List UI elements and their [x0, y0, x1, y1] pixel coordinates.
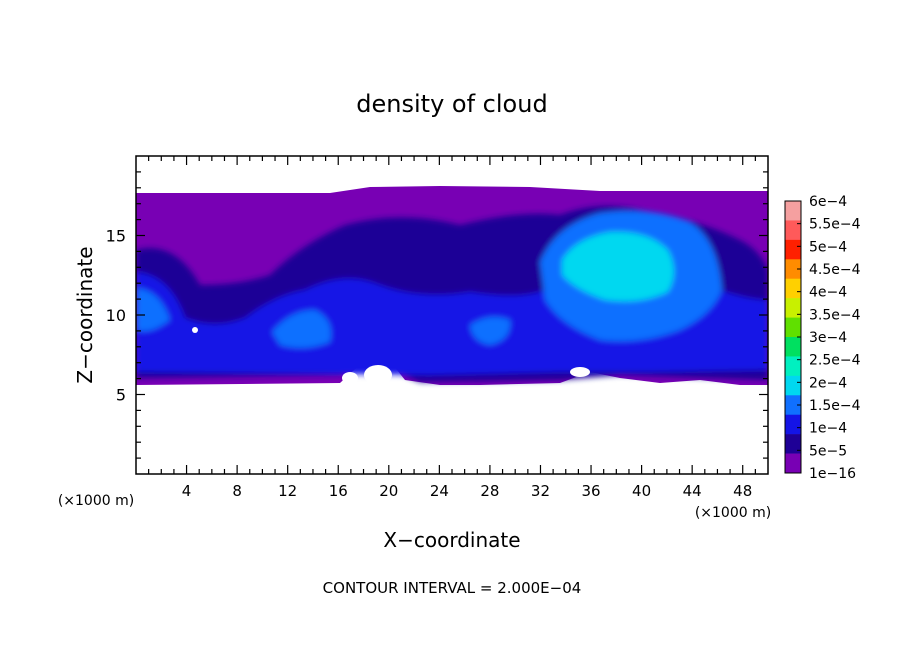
x-unit-left: (×1000 m) [58, 493, 134, 509]
colorbar-swatch [785, 337, 801, 357]
x-tick-label: 28 [480, 482, 499, 500]
colorbar-label: 3e−4 [809, 330, 847, 346]
x-tick-label: 36 [581, 482, 600, 500]
colorbar-label: 5e−4 [809, 239, 847, 255]
y-ticks: 5 10 15 [106, 171, 768, 459]
colorbar-label: 2e−4 [809, 375, 847, 391]
x-tick-label: 24 [430, 482, 449, 500]
colorbar-swatch [785, 317, 801, 338]
colorbar-swatch [785, 298, 801, 318]
colorbar-swatch [785, 414, 801, 435]
colorbar-label: 3.5e−4 [809, 307, 861, 323]
colorbar: 6e−4 5.5e−4 5e−4 4.5e−4 4e−4 3.5e−4 3e−4 2.5e−4… [784, 194, 861, 482]
colorbar-label: 5.5e−4 [809, 217, 861, 233]
colorbar-label: 5e−5 [809, 443, 847, 459]
y-tick-label: 15 [106, 227, 126, 246]
contour-interval-note: CONTOUR INTERVAL = 2.000E−04 [323, 579, 582, 597]
x-axis-label: X−coordinate [383, 528, 520, 552]
y-tick-label: 5 [116, 386, 126, 405]
colorbar-swatch [785, 395, 801, 416]
colorbar-swatch [785, 375, 801, 396]
colorbar-label: 4.5e−4 [809, 262, 861, 278]
colorbar-swatch [785, 453, 801, 474]
x-tick-label: 16 [329, 482, 348, 500]
x-tick-label: 12 [278, 482, 297, 500]
colorbar-swatch [785, 278, 801, 299]
y-tick-label: 10 [106, 306, 126, 325]
x-tick-label: 40 [632, 482, 651, 500]
colorbar-swatch [785, 239, 801, 260]
x-tick-label: 4 [182, 482, 192, 500]
cloud-level-1.5e-4 [136, 210, 722, 348]
colorbar-swatch [785, 201, 801, 221]
x-ticks: 4 8 12 16 20 24 28 32 36 40 44 48 [148, 156, 756, 500]
colorbar-label: 1e−16 [809, 466, 856, 482]
colorbar-label: 4e−4 [809, 285, 847, 301]
colorbar-label: 1e−4 [809, 421, 847, 437]
colorbar-swatch [785, 220, 801, 241]
x-tick-label: 20 [379, 482, 398, 500]
x-tick-label: 48 [733, 482, 752, 500]
colorbar-label: 1.5e−4 [809, 398, 861, 414]
cloud-level-2e-4 [562, 231, 674, 302]
y-axis-label: Z−coordinate [73, 246, 97, 383]
colorbar-label: 2.5e−4 [809, 353, 861, 369]
x-tick-label: 32 [531, 482, 550, 500]
plot-area [136, 156, 768, 474]
x-tick-label: 8 [232, 482, 242, 500]
clear-pockets [192, 327, 590, 385]
colorbar-label: 6e−4 [809, 194, 847, 210]
x-tick-label: 44 [683, 482, 702, 500]
colorbar-swatch [785, 434, 801, 454]
chart-title: density of cloud [356, 90, 547, 118]
colorbar-swatch [785, 259, 801, 280]
x-unit-right: (×1000 m) [695, 505, 771, 521]
colorbar-swatch [785, 356, 801, 377]
